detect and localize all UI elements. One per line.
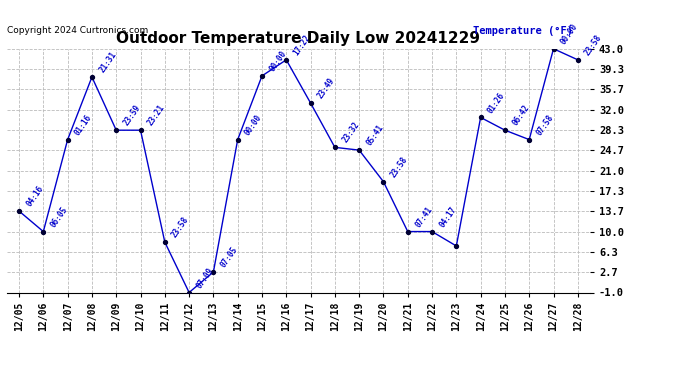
Text: 23:21: 23:21 xyxy=(146,103,167,128)
Title: Outdoor Temperature Daily Low 20241229: Outdoor Temperature Daily Low 20241229 xyxy=(117,31,480,46)
Text: 07:05: 07:05 xyxy=(219,245,239,269)
Point xyxy=(281,57,292,63)
Point xyxy=(62,136,73,142)
Text: 04:17: 04:17 xyxy=(437,205,458,229)
Point xyxy=(524,136,535,142)
Text: 00:00: 00:00 xyxy=(268,49,288,73)
Point xyxy=(305,100,316,106)
Point xyxy=(159,239,170,245)
Text: 07:41: 07:41 xyxy=(413,205,434,229)
Text: 04:16: 04:16 xyxy=(25,184,46,208)
Point xyxy=(232,136,243,142)
Text: 23:49: 23:49 xyxy=(316,76,337,100)
Text: 00:00: 00:00 xyxy=(244,113,264,137)
Point xyxy=(329,144,340,150)
Text: 01:16: 01:16 xyxy=(73,113,94,137)
Text: Copyright 2024 Curtronics.com: Copyright 2024 Curtronics.com xyxy=(7,26,148,35)
Text: 06:42: 06:42 xyxy=(511,103,531,128)
Point xyxy=(184,290,195,296)
Point xyxy=(378,179,389,185)
Text: 21:31: 21:31 xyxy=(97,50,118,74)
Text: 23:59: 23:59 xyxy=(121,103,142,128)
Point xyxy=(110,127,121,133)
Text: 17:22: 17:22 xyxy=(292,33,313,57)
Text: 00:00: 00:00 xyxy=(559,22,580,46)
Text: 01:26: 01:26 xyxy=(486,90,507,115)
Point xyxy=(14,208,25,214)
Point xyxy=(572,57,583,63)
Point xyxy=(208,269,219,275)
Text: 23:32: 23:32 xyxy=(340,120,361,145)
Point xyxy=(451,243,462,249)
Point xyxy=(475,114,486,120)
Text: 07:58: 07:58 xyxy=(535,113,555,137)
Point xyxy=(426,228,437,235)
Text: 23:58: 23:58 xyxy=(389,155,410,179)
Text: 23:58: 23:58 xyxy=(170,215,191,239)
Text: 07:09: 07:09 xyxy=(195,266,215,290)
Text: Temperature (°F): Temperature (°F) xyxy=(473,26,573,36)
Point xyxy=(38,228,49,235)
Point xyxy=(402,228,413,235)
Point xyxy=(354,147,365,153)
Text: 06:05: 06:05 xyxy=(49,205,70,229)
Text: 23:58: 23:58 xyxy=(583,33,604,57)
Point xyxy=(500,127,511,133)
Text: 05:41: 05:41 xyxy=(365,123,385,147)
Point xyxy=(257,73,268,79)
Point xyxy=(86,74,97,80)
Point xyxy=(548,46,559,52)
Point xyxy=(135,127,146,133)
